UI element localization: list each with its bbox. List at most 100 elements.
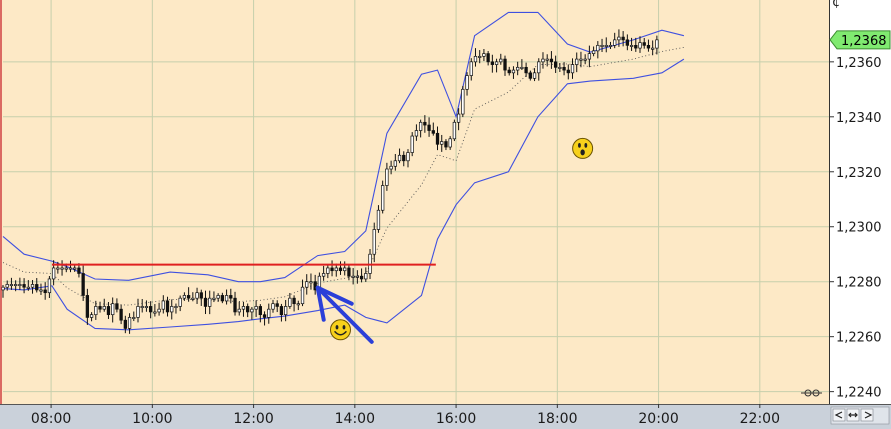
candlestick xyxy=(385,162,389,191)
candle-body xyxy=(246,306,250,313)
candlestick xyxy=(89,312,94,322)
candle-body xyxy=(102,306,106,310)
candle-body xyxy=(642,42,646,46)
bollinger-lower-band xyxy=(2,58,685,331)
candlestick xyxy=(355,270,360,284)
candle-body xyxy=(608,44,613,47)
candlestick xyxy=(638,36,642,53)
candlestick xyxy=(482,48,486,62)
candlestick xyxy=(321,265,326,281)
last-price-tag xyxy=(829,30,891,50)
candlestick xyxy=(111,297,115,323)
candlestick xyxy=(191,292,195,302)
y-axis: 1,2240 1,2260 1,2280 1,2300 1,2320 1,2340 1,23… xyxy=(829,0,891,404)
candle-body xyxy=(178,297,182,307)
y-tick-label: 1,2280 xyxy=(836,276,882,291)
candlestick xyxy=(402,151,406,167)
candle-body xyxy=(330,267,334,272)
candlestick xyxy=(418,119,423,138)
candle-body xyxy=(469,61,473,76)
candlestick xyxy=(486,51,490,66)
candlestick xyxy=(583,54,587,65)
candle-body xyxy=(14,284,18,286)
candlestick xyxy=(102,298,106,312)
candle-body xyxy=(224,295,229,302)
candle-body xyxy=(414,130,419,137)
candle-body xyxy=(553,61,558,68)
candle-body xyxy=(212,297,216,300)
candlestick xyxy=(43,282,47,300)
face-eye xyxy=(342,325,346,330)
candle-body xyxy=(537,61,541,74)
candlestick xyxy=(397,148,402,164)
candle-body xyxy=(18,284,22,286)
y-tick-label: 1,2360 xyxy=(836,56,882,71)
candle-body xyxy=(271,303,275,310)
candle-body xyxy=(575,58,579,65)
candlestick xyxy=(68,260,73,273)
candle-body xyxy=(56,267,60,270)
candlestick xyxy=(516,61,520,76)
candle-body xyxy=(456,113,461,123)
candlestick xyxy=(144,300,149,312)
candle-body xyxy=(136,306,140,318)
candle-body xyxy=(516,66,520,71)
candlestick xyxy=(651,40,655,56)
corner-glyph: ¢ xyxy=(832,0,840,10)
candlestick xyxy=(313,274,317,295)
candle-body xyxy=(393,160,397,167)
link-handle-icon[interactable] xyxy=(801,389,822,397)
candlestick xyxy=(250,306,254,320)
candlestick xyxy=(220,292,225,304)
arrow-shaft xyxy=(315,285,374,344)
candle-body xyxy=(288,297,292,307)
candle-body xyxy=(334,267,338,272)
scroll-left-icon[interactable] xyxy=(832,408,846,422)
face-mouth xyxy=(334,331,347,336)
candlestick xyxy=(503,55,507,76)
candlestick xyxy=(393,153,397,171)
candlestick xyxy=(85,288,90,325)
candlestick xyxy=(271,299,275,313)
candlestick xyxy=(655,35,659,55)
candle-body xyxy=(216,295,220,299)
scroll-left-icon-glyph xyxy=(834,411,843,419)
face-mouth xyxy=(580,149,585,156)
candle-body xyxy=(364,273,368,280)
candlestick xyxy=(469,58,473,81)
candlestick xyxy=(170,299,174,320)
arrow-annotation xyxy=(315,285,374,344)
candle-body xyxy=(440,141,444,145)
candlestick xyxy=(440,134,444,152)
smiley-face-icon xyxy=(329,319,351,341)
candlestick xyxy=(153,304,157,317)
candle-body xyxy=(532,72,537,79)
candlestick xyxy=(178,295,182,312)
bollinger-upper-band xyxy=(2,11,685,283)
candlestick xyxy=(140,299,144,313)
candlestick xyxy=(524,62,528,77)
candle-body xyxy=(397,154,402,162)
candlestick xyxy=(625,34,630,51)
candlesticks xyxy=(1,29,659,334)
candlestick xyxy=(587,45,592,68)
candlestick xyxy=(216,293,220,302)
candlestick xyxy=(9,277,14,290)
scroll-right-icon-frame[interactable] xyxy=(860,408,874,422)
candle-body xyxy=(85,295,90,318)
candlestick xyxy=(558,63,562,72)
candlestick xyxy=(26,280,30,291)
candlestick xyxy=(262,311,267,326)
candle-body xyxy=(43,289,47,294)
candlestick xyxy=(258,304,262,323)
zoom-horizontal-icon[interactable] xyxy=(846,408,860,422)
candle-body xyxy=(22,284,26,288)
candlestick xyxy=(507,66,511,76)
scroll-right-icon[interactable] xyxy=(860,408,874,422)
candle-body xyxy=(558,66,562,69)
candlestick xyxy=(229,288,233,304)
zoom-controls[interactable] xyxy=(830,406,890,425)
face-circle xyxy=(329,319,351,341)
candlestick xyxy=(195,287,199,304)
x-tick-label: 20:00 xyxy=(638,411,678,427)
